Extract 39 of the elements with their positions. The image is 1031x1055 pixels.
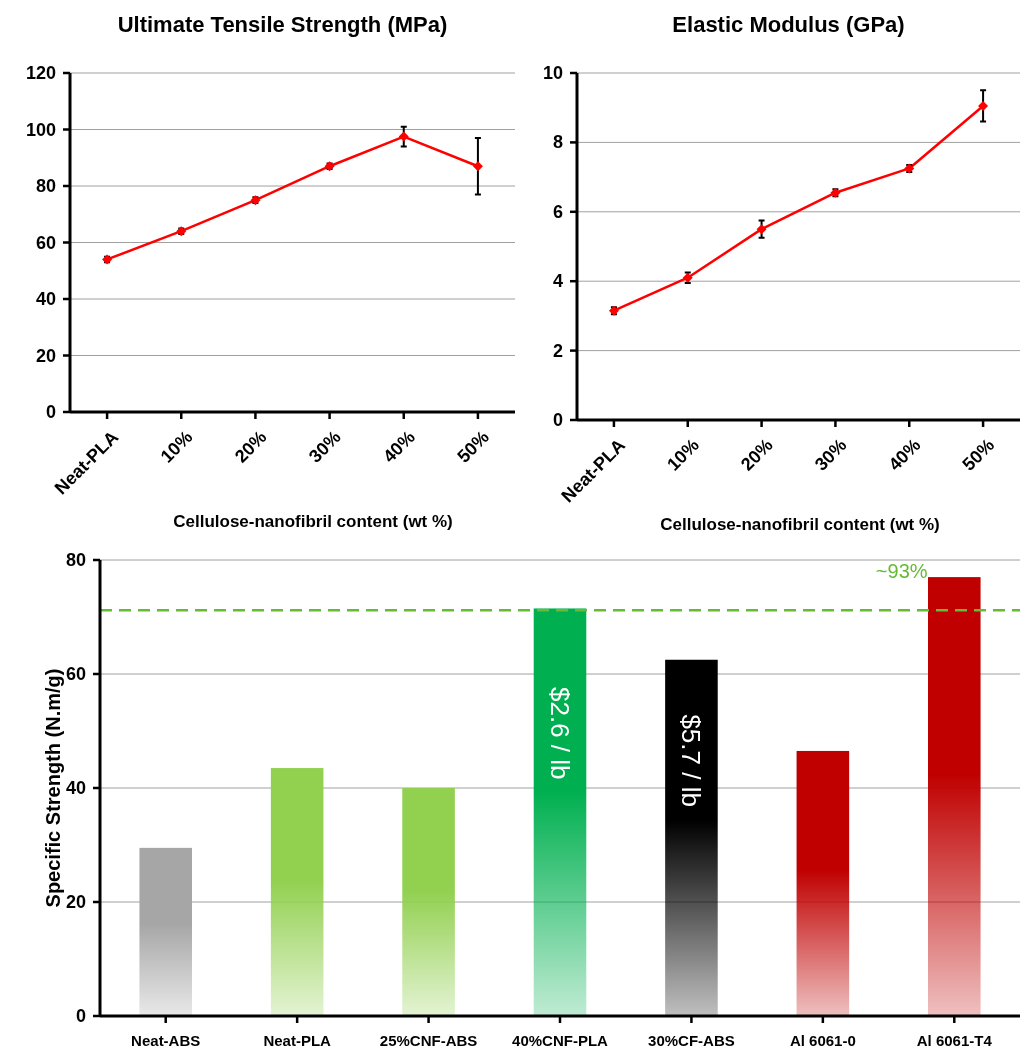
x-tick-label: 30% — [810, 434, 851, 475]
y-tick-label: 0 — [45, 402, 56, 422]
y-axis-title: Specific Strength (N.m/g) — [42, 668, 64, 908]
x-tick-label: 50% — [453, 426, 493, 467]
y-tick-label: 20 — [35, 345, 56, 366]
x-tick-label: 40% — [379, 426, 419, 467]
y-tick-label: 100 — [25, 119, 56, 140]
chart-title: Ultimate Tensile Strength (MPa) — [117, 12, 448, 37]
y-tick-label: 120 — [25, 63, 56, 83]
y-tick-label: 60 — [35, 232, 56, 253]
y-tick-label: 80 — [35, 176, 56, 196]
annotation: ~93% — [875, 560, 928, 583]
x-tick-label: Neat-ABS — [131, 1032, 201, 1049]
x-tick-label: Neat-PLA — [263, 1032, 332, 1049]
x-tick-label: 40%CNF-PLA — [512, 1032, 609, 1049]
y-tick-label: 8 — [552, 132, 563, 153]
x-tick-label: 30% — [305, 426, 345, 467]
y-tick-label: 2 — [552, 340, 563, 361]
y-tick-label: 80 — [65, 550, 86, 570]
y-tick-label: 0 — [552, 410, 563, 430]
x-tick-label: 30%CF-ABS — [648, 1032, 735, 1049]
y-tick-label: 0 — [75, 1006, 86, 1026]
x-tick-label: 50% — [958, 434, 999, 475]
x-axis-title: Cellulose-nanofibril content (wt %) — [173, 512, 453, 531]
y-tick-label: 4 — [552, 271, 563, 292]
x-tick-label: 40% — [884, 434, 925, 475]
annotation: $5.7 / lb — [676, 714, 707, 807]
x-axis-title: Cellulose-nanofibril content (wt %) — [660, 515, 940, 534]
y-tick-label: 60 — [65, 664, 86, 684]
y-tick-label: 10 — [542, 63, 563, 83]
y-tick-label: 40 — [35, 289, 56, 309]
y-tick-label: 20 — [65, 892, 86, 912]
x-tick-label: 25%CNF-ABS — [379, 1032, 478, 1049]
y-tick-label: 40 — [65, 778, 86, 798]
chart-title: Elastic Modulus (GPa) — [672, 12, 905, 37]
x-tick-label: Al 6061-T4 — [916, 1032, 993, 1049]
x-tick-label: Al 6061-0 — [789, 1032, 856, 1049]
y-tick-label: 6 — [552, 201, 563, 222]
annotation: $2.6 / lb — [545, 687, 575, 780]
